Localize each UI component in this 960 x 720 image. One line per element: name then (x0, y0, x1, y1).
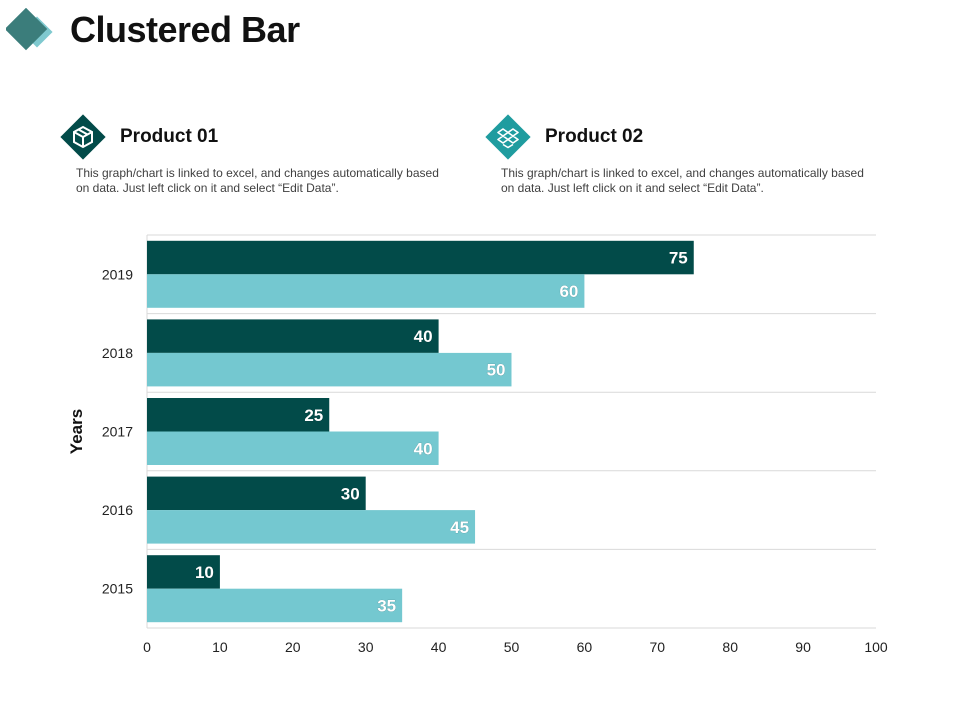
x-tick-label: 80 (722, 639, 738, 655)
bar-product-01-2016 (147, 476, 366, 511)
y-tick-label: 2019 (102, 266, 133, 282)
data-label: 40 (414, 439, 433, 458)
data-label: 40 (414, 327, 433, 346)
x-tick-label: 70 (650, 639, 666, 655)
data-label: 45 (450, 518, 469, 537)
data-label: 10 (195, 563, 214, 582)
y-tick-label: 2017 (102, 424, 133, 440)
y-axis-title: Years (67, 409, 86, 454)
y-tick-label: 2016 (102, 502, 133, 518)
y-tick-label: 2018 (102, 345, 133, 361)
x-tick-label: 0 (143, 639, 151, 655)
x-tick-label: 30 (358, 639, 374, 655)
y-tick-label: 2015 (102, 581, 133, 597)
data-label: 50 (487, 361, 506, 380)
bar-product-02-2019 (147, 274, 585, 308)
bar-product-01-2017 (147, 398, 330, 432)
x-tick-label: 60 (577, 639, 593, 655)
data-label: 25 (304, 406, 323, 425)
bar-product-02-2015 (147, 588, 403, 623)
product-02-description: This graph/chart is linked to excel, and… (501, 166, 864, 195)
page-title: Clustered Bar (70, 9, 300, 50)
data-label: 60 (559, 282, 578, 301)
data-label: 35 (377, 596, 396, 615)
x-tick-label: 100 (864, 639, 888, 655)
bar-product-02-2018 (147, 352, 512, 387)
product-01-title: Product 01 (120, 126, 219, 147)
product-02-title: Product 02 (545, 126, 644, 147)
bar-product-01-2018 (147, 319, 439, 353)
logo-diamond-icon (6, 8, 53, 51)
data-label: 75 (669, 249, 688, 268)
x-tick-label: 20 (285, 639, 301, 655)
bar-product-02-2017 (147, 431, 439, 465)
box-icon (60, 114, 106, 160)
x-tick-label: 90 (795, 639, 811, 655)
x-tick-label: 50 (504, 639, 520, 655)
bar-product-02-2016 (147, 510, 476, 544)
data-label: 30 (341, 484, 360, 503)
product-01-description: This graph/chart is linked to excel, and… (76, 166, 439, 195)
x-tick-label: 10 (212, 639, 228, 655)
bar-product-01-2015 (147, 555, 220, 589)
dropbox-icon (485, 114, 531, 160)
bar-product-01-2019 (147, 240, 694, 275)
x-tick-label: 40 (431, 639, 447, 655)
